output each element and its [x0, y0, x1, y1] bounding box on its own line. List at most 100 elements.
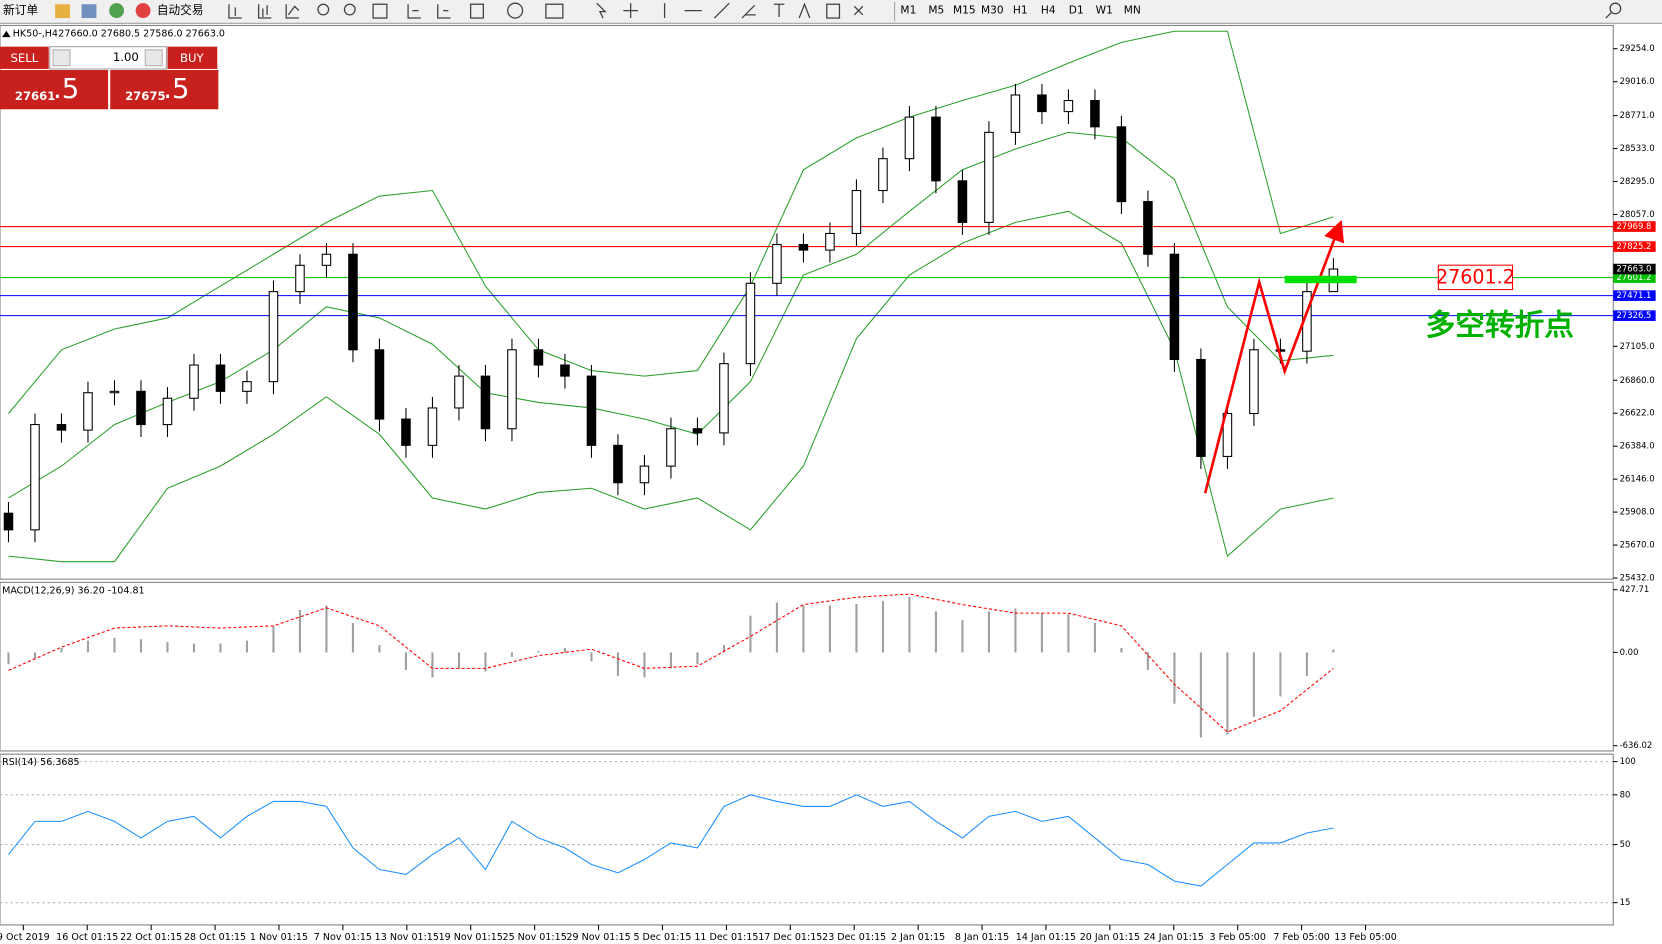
y-tick-label: 427.71 [1620, 584, 1650, 594]
timeframe-button[interactable]: M30 [981, 5, 1004, 17]
candle-body [1010, 94, 1021, 133]
sell-button[interactable] [0, 46, 49, 69]
level-tag [1613, 221, 1656, 232]
candle-body [1063, 99, 1074, 113]
x-tick-label: 28 Oct 01:15 [184, 932, 246, 943]
candle-body [454, 375, 464, 409]
drawn-arrows [1203, 219, 1345, 494]
toolbar-icons[interactable] [228, 2, 1622, 19]
icon[interactable] [109, 3, 125, 19]
y-tick-label: 15 [1620, 897, 1631, 907]
y-tick-label: 0.00 [1620, 647, 1639, 657]
timeframe-button[interactable]: D1 [1069, 5, 1084, 17]
y-tick-label: 28057.0 [1620, 209, 1655, 219]
x-tick-label: 13 Nov 01:15 [375, 932, 439, 943]
candle-body [427, 407, 438, 446]
buy-fraction[interactable]: .5 [163, 73, 189, 105]
candle-body [1037, 94, 1047, 113]
candle-body [136, 390, 146, 426]
timeframe-button[interactable]: H4 [1041, 5, 1056, 17]
candle-body [613, 444, 623, 484]
timeframe-button[interactable]: M15 [953, 5, 976, 17]
candle-body [904, 116, 915, 160]
candle-body [30, 424, 40, 531]
timeframe-button[interactable]: M1 [900, 5, 916, 17]
auto-trade-button[interactable]: 自动交易 [157, 3, 204, 17]
sell-price-box[interactable] [0, 70, 109, 110]
candle-body [3, 512, 14, 531]
candle-body [480, 375, 491, 430]
icon[interactable] [55, 4, 70, 19]
y-tick-label: 29016.0 [1620, 76, 1655, 86]
buy-price[interactable]: 27675 [125, 89, 166, 103]
symbol-title: HK50-,H4 [13, 28, 58, 39]
candle-body [639, 465, 650, 484]
y-tick-label: 26146.0 [1620, 474, 1655, 484]
triangle [2, 30, 11, 38]
candle-body [745, 282, 756, 365]
candle-body [295, 264, 305, 293]
y-tick-label: 100 [1620, 756, 1636, 766]
x-tick-label: 23 Dec 01:15 [822, 932, 886, 943]
new-order-button[interactable]: 新订单 [3, 3, 38, 17]
y-tick-label: 28295.0 [1620, 176, 1655, 186]
candle-body [666, 428, 676, 467]
x-tick-label: 29 Nov 01:15 [566, 932, 630, 943]
axes: 27969.8 27825.2 27601.2 27471.1 27326.5 27663… [0, 43, 1656, 943]
candle-body [321, 253, 332, 266]
price-box-text: 27601.2 [1436, 266, 1515, 288]
level-tag [1613, 310, 1656, 321]
candle-body [268, 291, 279, 383]
candle-body [692, 428, 703, 434]
candle-body [109, 390, 120, 394]
trade-panel: SELL 1.00 BUY 27661 .5 27675 .5 [0, 46, 219, 110]
buy-price-box[interactable] [110, 70, 219, 110]
icon[interactable] [81, 4, 97, 19]
candle-body [374, 349, 385, 420]
macd-panel [0, 581, 1614, 752]
lots-input[interactable] [49, 46, 167, 70]
candle-body [401, 418, 411, 446]
x-tick-label: 7 Nov 01:15 [314, 932, 372, 943]
candle-body [348, 253, 358, 351]
y-tick-label: 80 [1620, 789, 1631, 799]
auto-trade-icon[interactable] [135, 3, 151, 19]
candle-body [1196, 358, 1206, 457]
price-panel [0, 24, 1614, 580]
candle-body [560, 364, 570, 377]
candle-body [215, 364, 226, 392]
level-label: 27471.1 [1616, 290, 1651, 300]
candle-body [984, 131, 994, 223]
timeframe-button[interactable]: H1 [1013, 5, 1028, 17]
macd-title: MACD(12,26,9) 36.20 -104.81 [2, 585, 144, 596]
lots-value[interactable]: 1.00 [113, 50, 139, 64]
candle-body [931, 116, 941, 182]
buy-button[interactable] [167, 46, 218, 69]
timeframe-button[interactable]: MN [1124, 5, 1141, 17]
x-tick-label: 3 Feb 05:00 [1209, 932, 1265, 943]
candle-body [162, 397, 173, 426]
rsi-panel [0, 753, 1614, 926]
x-tick-label: 20 Jan 01:15 [1080, 932, 1140, 943]
y-tick-label: 27105.0 [1620, 341, 1655, 351]
level-label: 27969.8 [1616, 221, 1651, 231]
timeframe-button[interactable]: M5 [928, 5, 944, 17]
rsi-title: RSI(14) 56.3685 [2, 757, 79, 768]
x-tick-label: 25 Nov 01:15 [503, 932, 567, 943]
candle-body [586, 375, 597, 446]
candle-body [798, 244, 809, 251]
level-tag [1613, 272, 1656, 283]
x-tick-label: 5 Dec 01:15 [633, 932, 691, 943]
price-box [1437, 264, 1514, 291]
y-tick-label: 25432.0 [1620, 573, 1655, 583]
macd-plot [7, 593, 1335, 738]
sell-label[interactable]: SELL [11, 51, 39, 65]
timeframe-bar: M1 M5 M15 M30 H1 H4 D1 W1 MN [900, 5, 1140, 17]
level-tag [1613, 241, 1656, 252]
sell-fraction[interactable]: .5 [53, 73, 79, 105]
x-tick-label: 16 Oct 01:15 [56, 932, 118, 943]
timeframe-button[interactable]: W1 [1096, 5, 1113, 17]
buy-label[interactable]: BUY [180, 51, 205, 65]
sell-price[interactable]: 27661 [15, 89, 56, 103]
x-tick-label: 13 Feb 05:00 [1334, 932, 1397, 943]
